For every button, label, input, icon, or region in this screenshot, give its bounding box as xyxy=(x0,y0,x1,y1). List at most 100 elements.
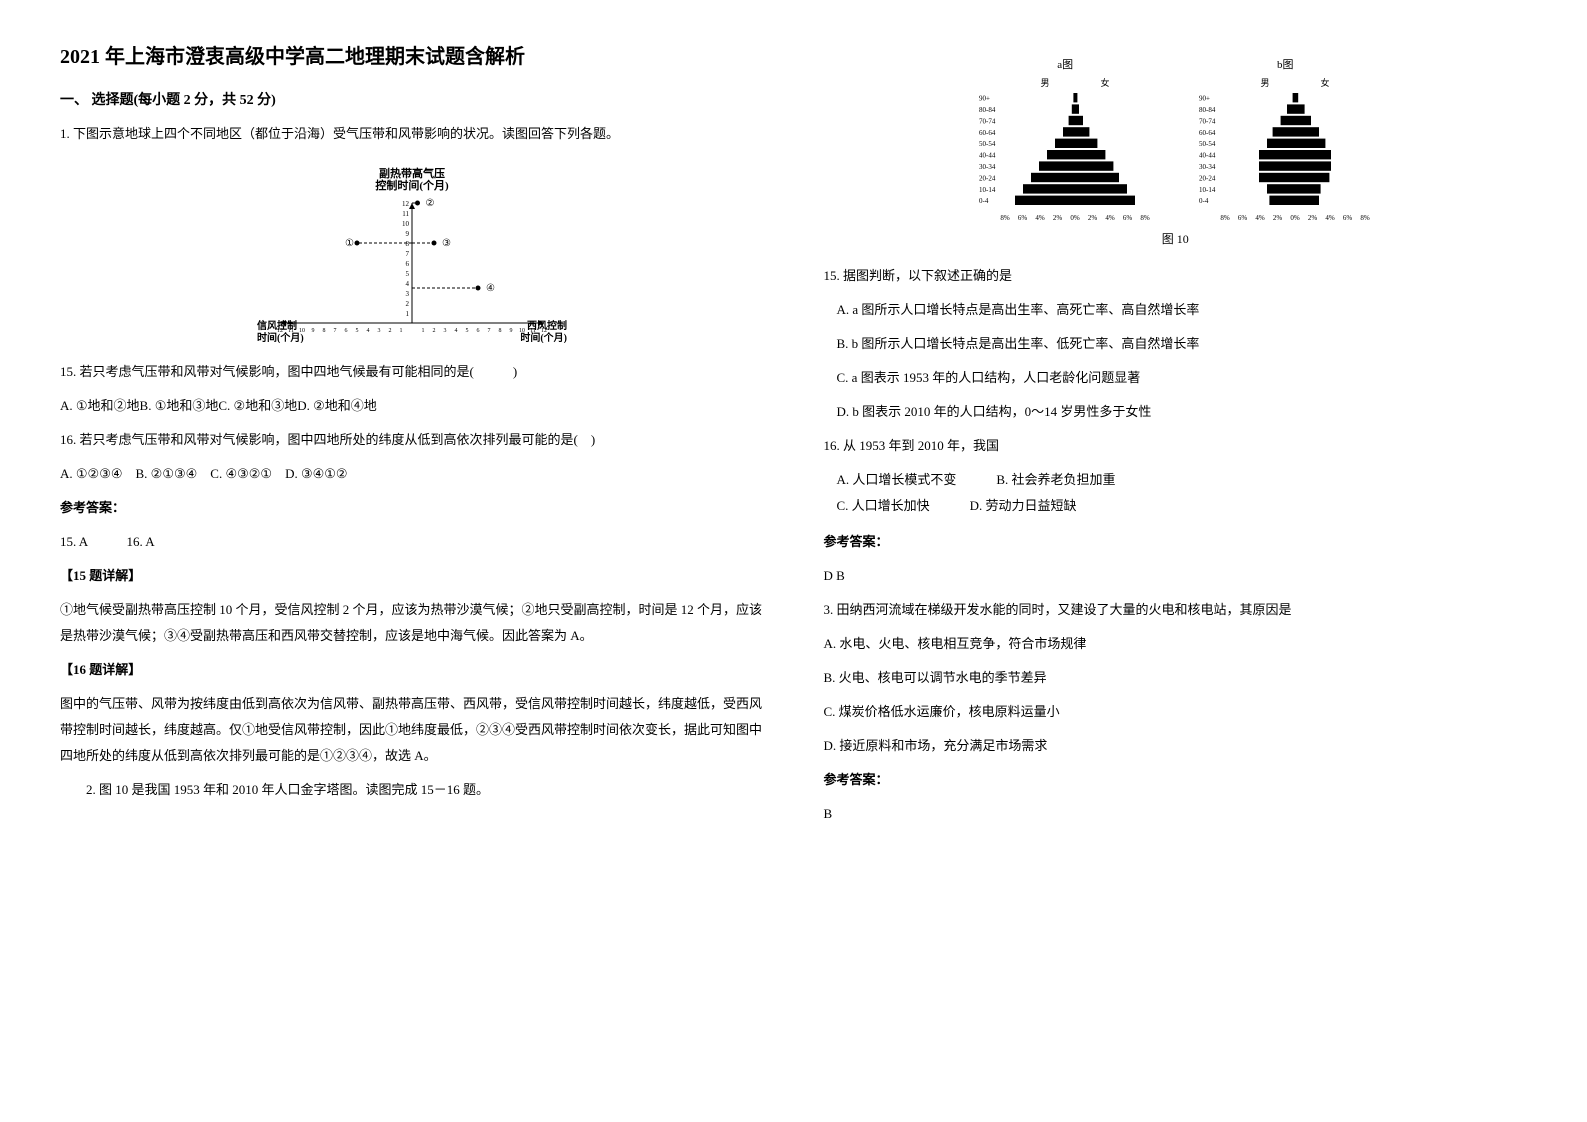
svg-text:80-84: 80-84 xyxy=(979,106,996,114)
svg-text:5: 5 xyxy=(405,270,409,278)
svg-text:6: 6 xyxy=(344,328,347,334)
svg-text:2%: 2% xyxy=(1053,214,1063,222)
svg-text:0%: 0% xyxy=(1291,214,1301,222)
svg-text:7: 7 xyxy=(405,250,409,258)
svg-text:5: 5 xyxy=(355,328,358,334)
svg-text:30-34: 30-34 xyxy=(1199,163,1216,171)
svg-text:20-24: 20-24 xyxy=(1199,174,1216,182)
svg-text:男: 男 xyxy=(1041,78,1050,88)
q3-intro: 3. 田纳西河流域在梯级开发水能的同时，又建设了大量的火电和核电站，其原因是 xyxy=(824,597,1528,623)
q2-15-opt-a: A. a 图所示人口增长特点是高出生率、高死亡率、高自然增长率 xyxy=(837,297,1528,323)
svg-text:④: ④ xyxy=(486,283,495,294)
svg-text:10-14: 10-14 xyxy=(979,186,996,194)
svg-text:90+: 90+ xyxy=(1199,95,1210,103)
svg-text:6: 6 xyxy=(405,260,409,268)
pyramid-b-label: b图 xyxy=(1195,56,1375,72)
svg-text:90+: 90+ xyxy=(979,95,990,103)
expl15-header: 【15 题详解】 xyxy=(60,563,764,589)
svg-text:6: 6 xyxy=(476,328,479,334)
svg-text:4: 4 xyxy=(405,280,409,288)
svg-text:4: 4 xyxy=(366,328,369,334)
svg-text:2%: 2% xyxy=(1308,214,1318,222)
svg-text:2%: 2% xyxy=(1273,214,1283,222)
svg-text:2: 2 xyxy=(405,300,409,308)
q2-16-opt-c: C. 人口增长加快 xyxy=(837,493,930,519)
svg-text:8: 8 xyxy=(405,240,409,248)
answer3: B xyxy=(824,801,1528,827)
svg-text:4%: 4% xyxy=(1106,214,1116,222)
q2-16-opt-d: D. 劳动力日益短缺 xyxy=(970,493,1077,519)
svg-text:6%: 6% xyxy=(1343,214,1353,222)
svg-text:9: 9 xyxy=(311,328,314,334)
svg-text:男: 男 xyxy=(1261,78,1270,88)
q3-opt-b: B. 火电、核电可以调节水电的季节差异 xyxy=(824,665,1528,691)
svg-text:3: 3 xyxy=(405,290,409,298)
q2-15-stem: 15. 据图判断，以下叙述正确的是 xyxy=(824,263,1528,289)
svg-text:8: 8 xyxy=(498,328,501,334)
q16-stem: 16. 若只考虑气压带和风带对气候影响，图中四地所处的纬度从低到高依次排列最可能… xyxy=(60,427,764,453)
svg-text:12: 12 xyxy=(402,200,410,208)
svg-text:女: 女 xyxy=(1321,77,1330,88)
svg-text:8: 8 xyxy=(322,328,325,334)
pyramid-a-label: a图 xyxy=(975,56,1155,72)
svg-text:8%: 8% xyxy=(1001,214,1011,222)
q2-intro: 2. 图 10 是我国 1953 年和 2010 年人口金字塔图。读图完成 15… xyxy=(60,777,764,803)
svg-text:60-64: 60-64 xyxy=(979,129,996,137)
section-header: 一、 选择题(每小题 2 分，共 52 分) xyxy=(60,89,764,109)
svg-text:20-24: 20-24 xyxy=(979,174,996,182)
svg-text:11: 11 xyxy=(402,210,409,218)
answer2: D B xyxy=(824,563,1528,589)
svg-text:70-74: 70-74 xyxy=(979,117,996,125)
svg-text:50-54: 50-54 xyxy=(979,140,996,148)
svg-text:10: 10 xyxy=(402,220,410,228)
svg-text:4: 4 xyxy=(454,328,457,334)
svg-text:40-44: 40-44 xyxy=(979,152,996,160)
q2-16-stem: 16. 从 1953 年到 2010 年，我国 xyxy=(824,433,1528,459)
svg-text:80-84: 80-84 xyxy=(1199,106,1216,114)
page-title: 2021 年上海市澄衷高级中学高二地理期末试题含解析 xyxy=(60,40,764,69)
svg-text:信风控制: 信风控制 xyxy=(257,319,297,332)
svg-text:4%: 4% xyxy=(1326,214,1336,222)
svg-text:西风控制: 西风控制 xyxy=(527,319,567,332)
svg-text:7: 7 xyxy=(333,328,336,334)
figure10-caption: 图 10 xyxy=(824,230,1528,247)
q15-stem: 15. 若只考虑气压带和风带对气候影响，图中四地气候最有可能相同的是( ) xyxy=(60,359,764,385)
answer-label-2: 参考答案： xyxy=(824,529,1528,555)
svg-text:时间(个月): 时间(个月) xyxy=(520,331,567,343)
expl16-body: 图中的气压带、风带为按纬度由低到高依次为信风带、副热带高压带、西风带，受信风带控… xyxy=(60,691,764,769)
svg-text:9: 9 xyxy=(405,230,409,238)
population-pyramids: a图 男 女 90+ 80-84 70-74 60-64 50-54 40-44 30-34 20… xyxy=(824,56,1528,247)
svg-text:①: ① xyxy=(345,238,354,249)
svg-text:6%: 6% xyxy=(1238,214,1248,222)
expl16-header: 【16 题详解】 xyxy=(60,657,764,683)
svg-text:时间(个月): 时间(个月) xyxy=(257,331,304,343)
svg-text:8%: 8% xyxy=(1361,214,1371,222)
q16-options: A. ①②③④ B. ②①③④ C. ④③②① D. ③④①② xyxy=(60,461,764,487)
svg-text:③: ③ xyxy=(442,238,451,249)
q2-16-opt-a: A. 人口增长模式不变 xyxy=(837,467,957,493)
svg-text:1: 1 xyxy=(421,328,424,334)
q3-opt-a: A. 水电、火电、核电相互竞争，符合市场规律 xyxy=(824,631,1528,657)
q3-opt-d: D. 接近原料和市场，充分满足市场需求 xyxy=(824,733,1528,759)
svg-text:6%: 6% xyxy=(1018,214,1028,222)
svg-text:0-4: 0-4 xyxy=(1199,197,1209,205)
svg-text:6%: 6% xyxy=(1123,214,1133,222)
svg-text:8%: 8% xyxy=(1141,214,1151,222)
svg-text:0-4: 0-4 xyxy=(979,197,989,205)
q1-intro: 1. 下图示意地球上四个不同地区（都位于沿海）受气压带和风带影响的状况。读图回答… xyxy=(60,121,764,147)
q2-15-opt-d: D. b 图表示 2010 年的人口结构，0～14 岁男性多于女性 xyxy=(837,399,1528,425)
q15-options: A. ①地和②地B. ①地和③地C. ②地和③地D. ②地和④地 xyxy=(60,393,764,419)
svg-text:50-54: 50-54 xyxy=(1199,140,1216,148)
svg-text:4%: 4% xyxy=(1256,214,1266,222)
svg-text:2: 2 xyxy=(388,328,391,334)
svg-text:0%: 0% xyxy=(1071,214,1081,222)
svg-text:70-74: 70-74 xyxy=(1199,117,1216,125)
svg-text:3: 3 xyxy=(377,328,380,334)
pressure-belt-chart: 1234567891011121122334455667788991010111… xyxy=(60,163,764,343)
svg-text:60-64: 60-64 xyxy=(1199,129,1216,137)
svg-text:1: 1 xyxy=(405,310,409,318)
svg-text:控制时间(个月): 控制时间(个月) xyxy=(375,178,449,192)
answer-label: 参考答案： xyxy=(60,495,764,521)
svg-text:1: 1 xyxy=(399,328,402,334)
svg-text:40-44: 40-44 xyxy=(1199,152,1216,160)
